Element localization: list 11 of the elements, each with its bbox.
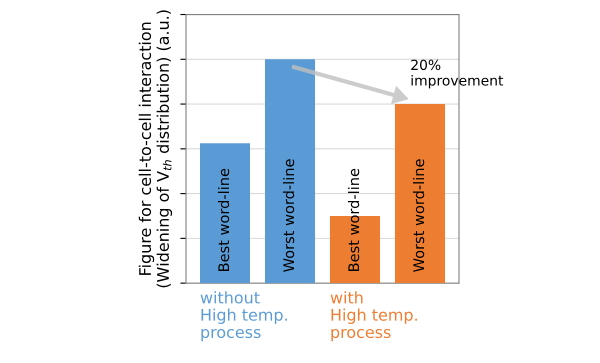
x-tick-label: Worst word-line [412, 159, 424, 272]
x-tick-label: Best word-line [348, 168, 360, 271]
series-label: without High temp. process [200, 291, 287, 342]
bar [200, 143, 250, 284]
bar [264, 59, 316, 284]
x-tick-label: Best word-line [218, 168, 230, 271]
series-label: with High temp. process [330, 291, 417, 342]
bar [394, 104, 446, 284]
x-tick-label: Worst word-line [282, 159, 294, 272]
annotation: 20% improvement [411, 60, 504, 88]
y-axis-title: Figure for cell-to-cell interaction (Widening of V$_{th}$ distribution) (a.u.) [138, 10, 172, 288]
